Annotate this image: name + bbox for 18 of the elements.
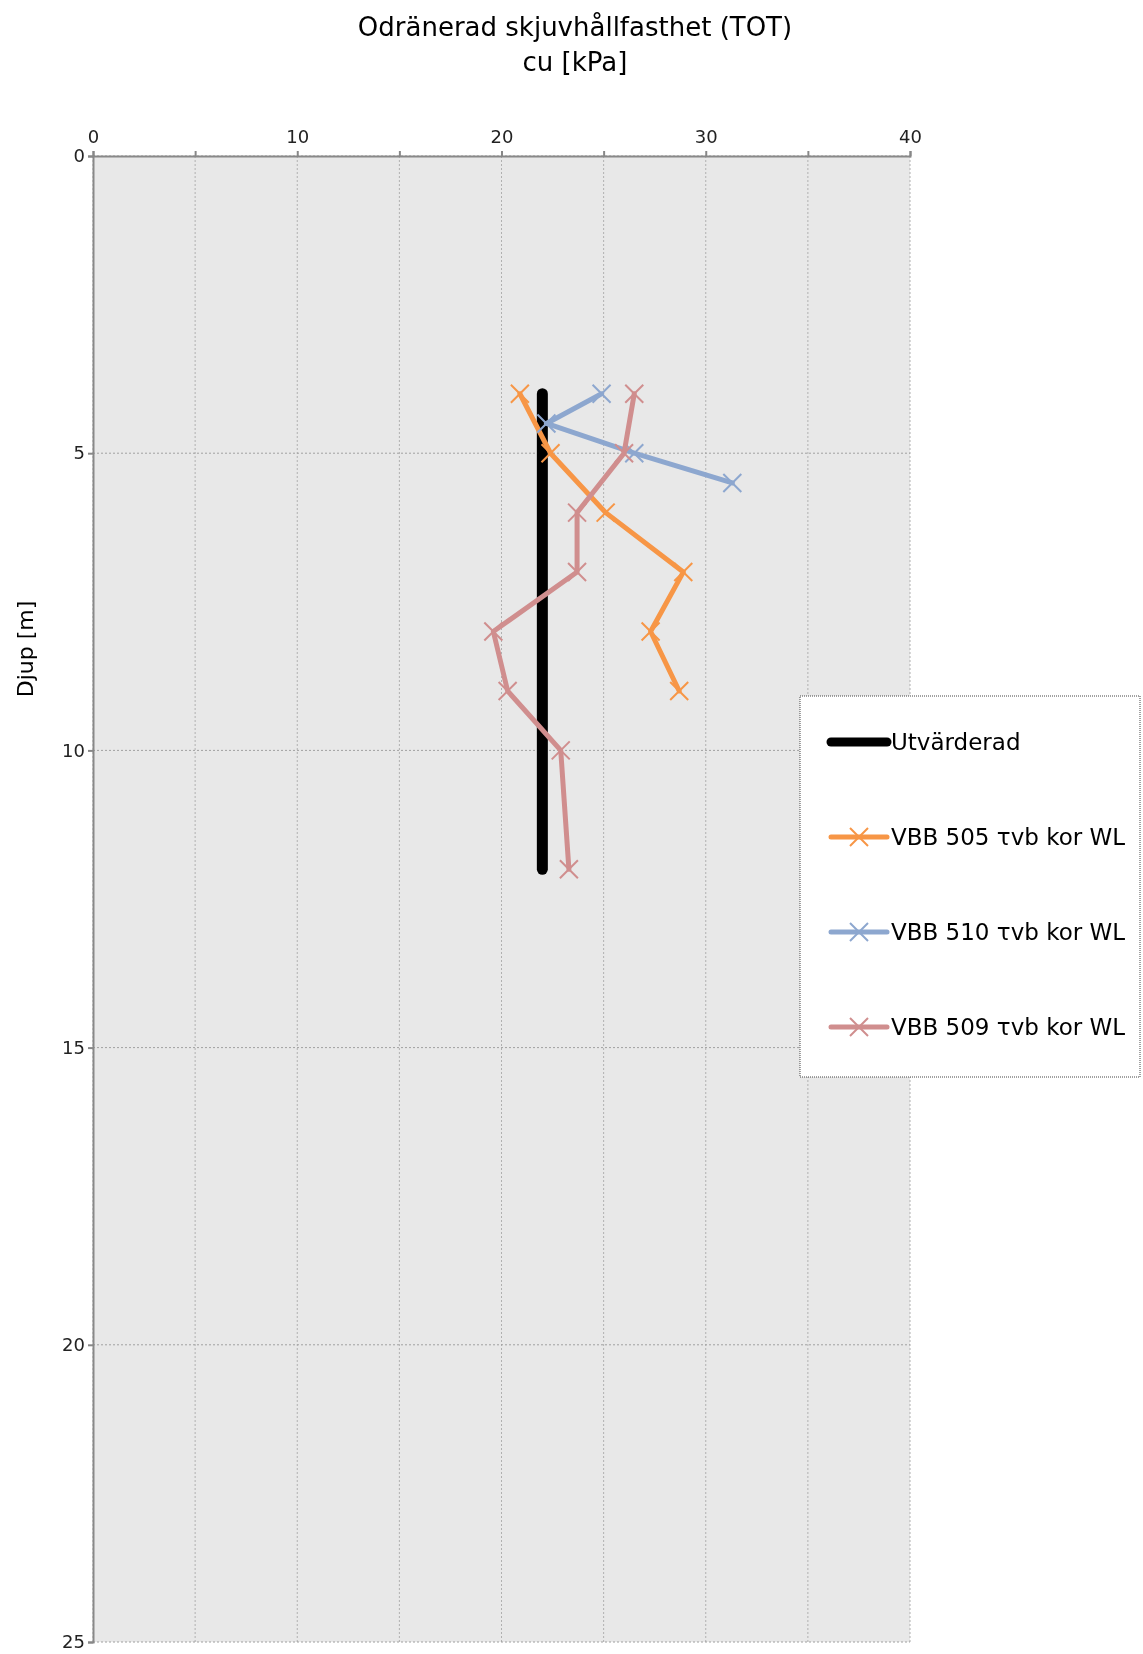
legend-label: Utvärderad [891, 729, 1021, 755]
x-tick-label: 40 [899, 125, 922, 147]
legend-label: VBB 510 τvb kor WL [891, 919, 1126, 945]
y-tick-label: 10 [62, 739, 85, 761]
y-tick-label: 0 [73, 145, 85, 167]
legend-label: VBB 505 τvb kor WL [891, 824, 1126, 850]
chart-subtitle: cu [kPa] [522, 47, 628, 77]
x-tick-label: 0 [87, 125, 100, 147]
chart-title: Odränerad skjuvhållfasthet (TOT) [357, 12, 793, 42]
x-tick-label: 20 [490, 125, 514, 147]
x-tick-label: 30 [694, 125, 718, 147]
y-tick-label: 25 [62, 1631, 85, 1653]
y-axis-title: Djup [m] [13, 600, 38, 698]
legend-label: VBB 509 τvb kor WL [891, 1014, 1126, 1040]
x-tick-label: 10 [286, 125, 310, 147]
y-tick-label: 15 [62, 1036, 85, 1058]
y-tick-label: 5 [73, 442, 85, 464]
y-tick-label: 20 [62, 1334, 85, 1356]
